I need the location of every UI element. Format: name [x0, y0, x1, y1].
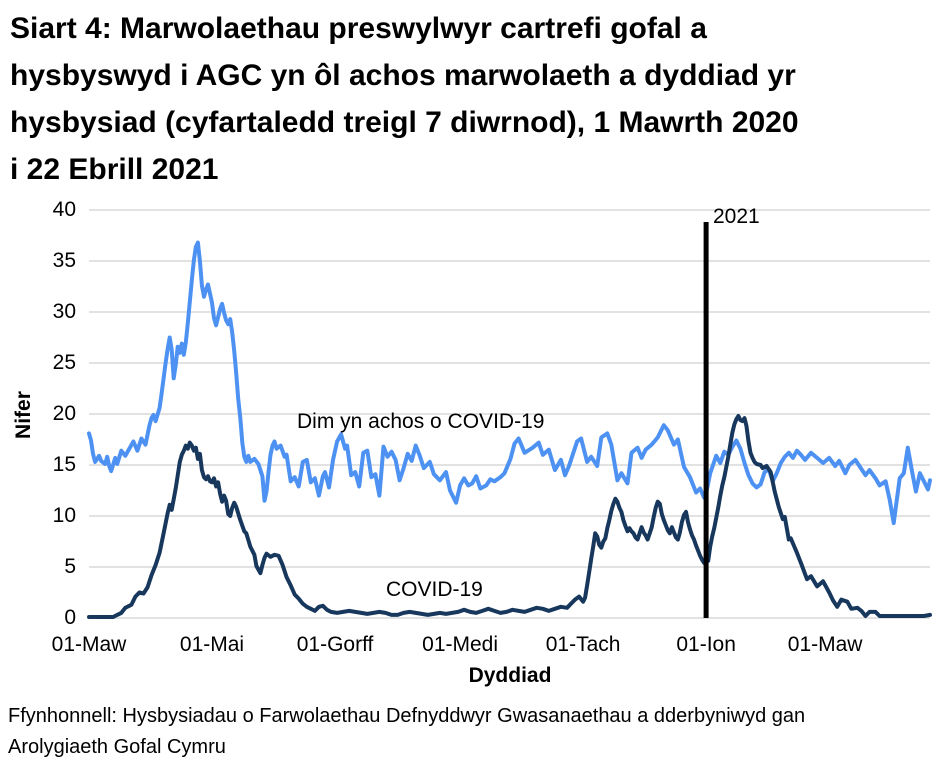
y-tick-label: 0 — [64, 606, 76, 629]
x-tick-label: 01-Tach — [545, 633, 621, 656]
y-tick-label: 30 — [52, 300, 76, 323]
series-line-dim-yn-achos — [87, 240, 932, 526]
series-line-covid-19 — [87, 414, 932, 619]
y-tick-label: 25 — [52, 351, 76, 374]
y-tick-label: 15 — [52, 453, 76, 476]
y-tick-label: 35 — [52, 249, 76, 272]
y-tick-label: 40 — [52, 198, 76, 221]
source-note-line-2: Arolygiaeth Gofal Cymru — [8, 736, 226, 758]
y-tick-label: 20 — [52, 402, 76, 425]
x-tick-label: 01-Maw — [787, 633, 863, 656]
x-tick-label: 01-Ion — [676, 633, 736, 656]
y-tick-label: 10 — [52, 504, 76, 527]
x-tick-label: 01-Maw — [51, 633, 127, 656]
chart-title: Siart 4: Marwolaethau preswylwyr cartref… — [10, 5, 940, 193]
series-label-covid-19: COVID-19 — [386, 578, 483, 601]
chart-title-line-3: hysbysiad (cyfartaledd treigl 7 diwrnod)… — [10, 106, 799, 139]
y-axis-title: Nifer — [12, 391, 35, 439]
x-tick-label: 01-Gorff — [296, 633, 374, 656]
chart-title-line-2: hysbyswyd i AGC yn ôl achos marwolaeth a… — [10, 59, 796, 92]
year-annotation-label: 2021 — [713, 205, 760, 228]
source-note-line-1: Ffynhonnell: Hysbysiadau o Farwolaethau … — [8, 705, 806, 727]
chart-title-line-1: Siart 4: Marwolaethau preswylwyr cartref… — [10, 12, 707, 45]
x-tick-label: 01-Medi — [422, 633, 499, 656]
chart-title-line-4: i 22 Ebrill 2021 — [10, 153, 219, 186]
series-label-dim-yn-achos: Dim yn achos o COVID-19 — [297, 410, 545, 433]
y-tick-label: 5 — [64, 555, 76, 578]
source-note: Ffynhonnell: Hysbysiadau o Farwolaethau … — [8, 701, 938, 763]
x-tick-label: 01-Mai — [179, 633, 245, 656]
x-axis-title: Dyddiad — [468, 664, 552, 687]
